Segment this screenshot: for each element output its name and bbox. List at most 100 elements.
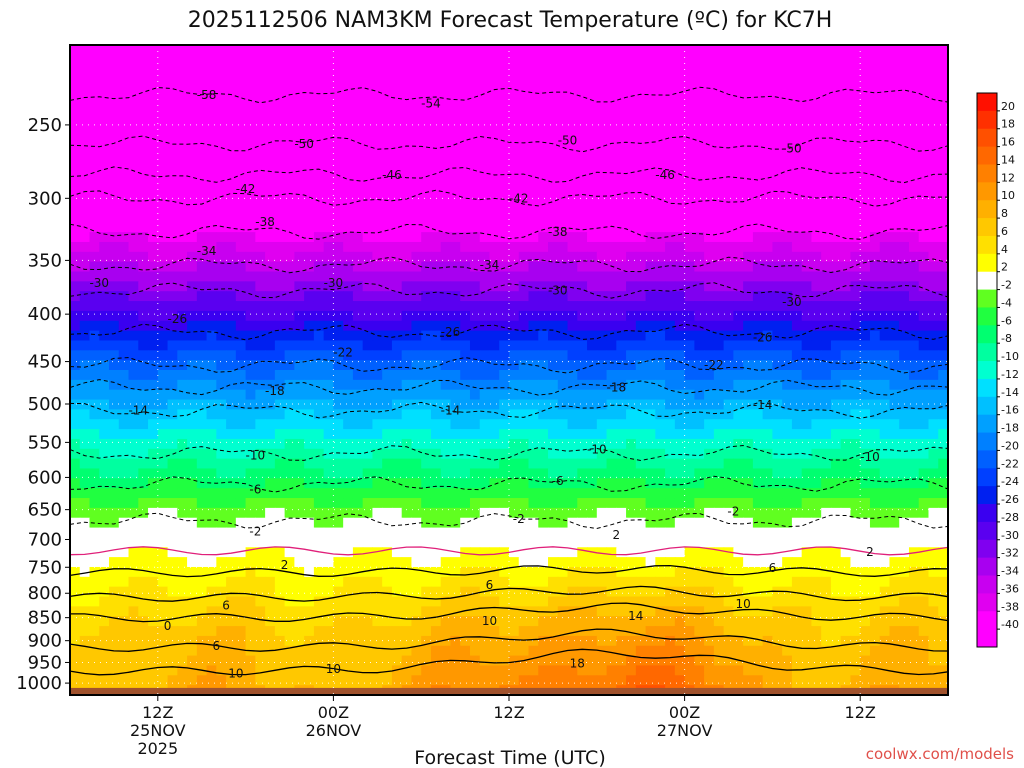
temperature-cell [713,123,725,135]
temperature-cell [323,478,334,489]
temperature-cell [821,212,832,223]
temperature-cell [606,527,617,539]
temperature-cell [606,498,617,509]
temperature-cell [908,251,920,263]
temperature-cell [782,153,793,164]
temperature-cell [645,94,656,105]
temperature-cell [665,212,676,223]
temperature-cell [148,498,159,509]
temperature-cell [821,340,832,351]
temperature-cell [704,104,715,115]
temperature-cell [801,429,813,440]
temperature-cell [791,281,803,292]
temperature-cell [128,54,139,66]
temperature-cell [284,586,295,598]
temperature-cell [860,54,871,66]
temperature-cell [528,537,539,548]
temperature-cell [450,143,461,154]
temperature-cell [352,370,364,381]
temperature-cell [89,173,100,184]
temperature-cell [723,419,734,430]
temperature-cell [674,143,686,154]
temperature-cell [216,507,227,519]
temperature-cell [206,54,217,66]
temperature-cell [694,507,705,519]
temperature-cell [401,143,413,154]
temperature-cell [928,537,939,548]
temperature-cell [674,320,686,332]
temperature-cell [538,54,549,66]
temperature-cell [206,448,217,460]
temperature-cell [226,192,237,204]
temperature-cell [469,202,481,214]
temperature-cell [635,45,647,56]
temperature-cell [645,547,656,558]
temperature-cell [791,389,803,401]
temperature-cell [548,143,559,154]
temperature-cell [216,291,227,302]
temperature-cell [938,133,948,145]
temperature-cell [538,438,549,450]
temperature-cell [70,409,81,420]
temperature-cell [538,182,549,194]
temperature-cell [811,409,822,420]
temperature-cell [206,113,217,125]
temperature-cell [821,182,832,194]
temperature-cell [694,123,705,135]
temperature-cell [518,113,530,125]
temperature-cell [713,468,725,479]
temperature-cell [138,537,149,548]
temperature-cell [645,370,656,381]
temperature-cell [908,84,920,95]
temperature-cell [177,438,188,450]
temperature-cell [538,143,549,154]
plot-area: -58-54-50 -50-50-46 -46-42-42-38-38-34-34-… [70,45,948,695]
temperature-cell [469,340,481,351]
temperature-cell [577,54,588,66]
temperature-cell [255,557,266,568]
temperature-cell [567,448,578,460]
temperature-cell [440,438,452,450]
temperature-cell [489,527,500,539]
temperature-cell [226,104,237,115]
temperature-cell [548,438,559,450]
temperature-cell [333,557,344,568]
temperature-cell [850,123,861,135]
temperature-cell [918,498,930,509]
temperature-cell [216,360,227,371]
temperature-cell [128,261,139,273]
temperature-cell [128,527,139,539]
temperature-cell [606,212,617,223]
temperature-cell [226,261,237,273]
temperature-cell [391,143,403,154]
temperature-cell [723,350,734,361]
temperature-cell [460,507,471,519]
temperature-cell [479,409,491,420]
temperature-cell [791,74,803,85]
temperature-cell [899,133,910,145]
temperature-cell [118,133,130,145]
temperature-cell [674,123,686,135]
temperature-cell [723,113,734,125]
temperature-cell [226,113,237,125]
temperature-cell [411,291,422,302]
temperature-cell [323,468,334,479]
temperature-cell [704,192,715,204]
temperature-cell [440,370,452,381]
temperature-cell [343,458,354,470]
temperature-cell [801,94,813,105]
temperature-cell [206,104,217,115]
temperature-cell [635,173,647,184]
temperature-cell [704,468,715,479]
temperature-cell [616,192,627,204]
temperature-cell [411,222,422,233]
temperature-cell [801,310,813,322]
temperature-cell [928,74,939,85]
temperature-cell [255,182,266,194]
temperature-cell [752,45,764,56]
temperature-cell [938,104,948,115]
temperature-cell [557,448,569,460]
temperature-cell [284,448,295,460]
temperature-bands [70,45,948,695]
temperature-cell [528,458,539,470]
